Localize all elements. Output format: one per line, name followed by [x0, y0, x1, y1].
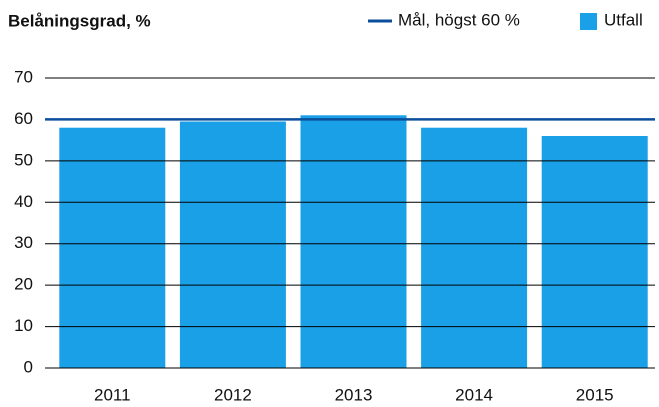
- y-tick-label: 0: [24, 357, 33, 376]
- x-tick-label: 2011: [94, 385, 131, 404]
- legend-label: Utfall: [604, 10, 643, 29]
- x-tick-label: 2014: [455, 385, 493, 404]
- y-tick-label: 70: [14, 67, 33, 86]
- x-tick-label: 2012: [214, 385, 252, 404]
- bar: [421, 127, 528, 368]
- y-tick-label: 30: [14, 233, 33, 252]
- bar: [59, 127, 166, 368]
- legend-swatch: [580, 13, 597, 30]
- y-tick-label: 40: [14, 192, 33, 211]
- y-tick-label: 50: [14, 150, 33, 169]
- y-tick-label: 10: [14, 316, 33, 335]
- y-tick-label: 20: [14, 275, 33, 294]
- y-tick-label: 60: [14, 109, 33, 128]
- chart-title: Belåningsgrad, %: [8, 11, 151, 30]
- bar: [300, 115, 407, 369]
- legend-label: Mål, högst 60 %: [398, 10, 520, 29]
- x-tick-label: 2013: [335, 385, 373, 404]
- bar: [179, 121, 286, 368]
- bar: [541, 136, 648, 368]
- x-tick-label: 2015: [576, 385, 614, 404]
